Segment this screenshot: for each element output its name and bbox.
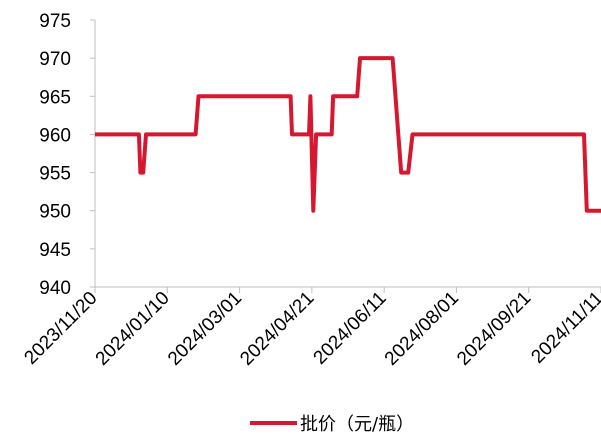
legend: 批价（元/瓶） [250, 414, 414, 435]
legend-label: 批价（元/瓶） [300, 414, 414, 435]
x-tick-label: 2023/11/20 [20, 288, 101, 369]
x-tick-label: 2024/09/21 [453, 288, 535, 370]
y-tick-label: 950 [39, 202, 71, 223]
series-line [95, 56, 601, 213]
x-tick-label: 2024/06/11 [310, 288, 391, 369]
y-tick-label: 960 [39, 125, 71, 146]
x-tick-label: 2024/04/21 [236, 288, 318, 370]
y-tick-label: 940 [39, 278, 71, 299]
x-tick-label: 2024/01/10 [92, 288, 174, 370]
x-tick-label: 2024/11/11 [527, 288, 601, 368]
x-tick-label: 2024/08/01 [381, 288, 463, 370]
x-tick-label: 2024/03/01 [164, 288, 246, 370]
y-tick-label: 970 [39, 49, 71, 70]
series-layer [95, 56, 601, 213]
y-tick-label: 975 [39, 11, 71, 32]
y-tick-label: 965 [39, 87, 71, 108]
y-tick-label: 955 [39, 164, 71, 185]
y-tick-label: 945 [39, 240, 71, 261]
x-axis: 2023/11/202024/01/102024/03/012024/04/21… [20, 286, 601, 370]
y-axis: 940 945 950 955 960 965 970 975 [39, 11, 96, 299]
